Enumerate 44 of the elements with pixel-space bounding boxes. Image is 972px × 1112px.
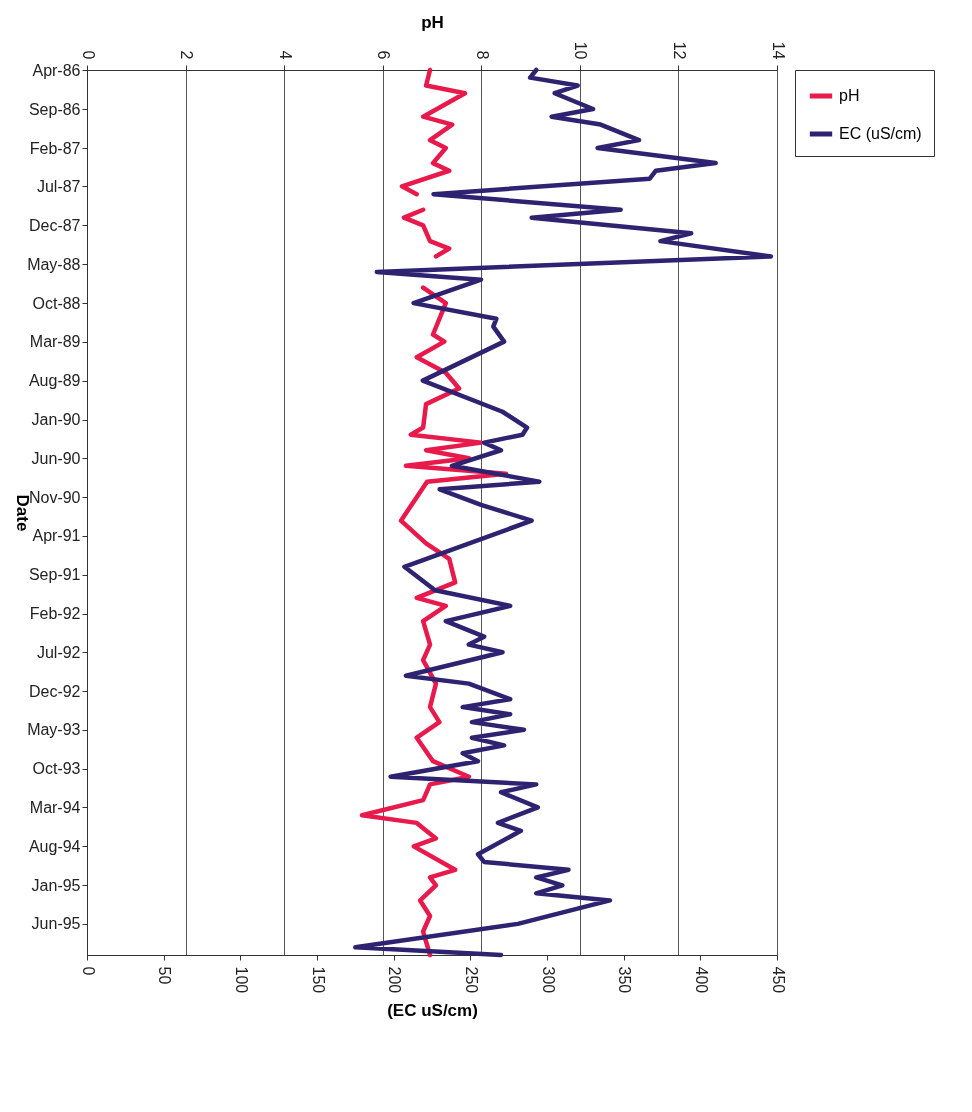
y-tick-label: Feb-92 bbox=[29, 605, 81, 623]
x-tick-label: 450 bbox=[769, 966, 787, 994]
y-tick-label: Dec-92 bbox=[28, 682, 81, 700]
y-tick-label: Jan-90 bbox=[31, 411, 81, 429]
x2-tick-label: 0 bbox=[79, 50, 97, 60]
x2-tick-label: 10 bbox=[572, 41, 590, 60]
y-tick-label: Dec-87 bbox=[28, 216, 81, 234]
y-tick-label: Mar-94 bbox=[29, 798, 81, 816]
y-tick-label: Apr-86 bbox=[32, 61, 81, 79]
x-axis-title: (EC uS/cm) bbox=[387, 1001, 478, 1021]
x2-tick-label: 12 bbox=[670, 41, 688, 60]
x-tick-label: 400 bbox=[692, 966, 710, 994]
x-tick-label: 300 bbox=[539, 966, 557, 994]
y-tick-label: Aug-89 bbox=[28, 372, 81, 390]
y-tick-label: Jan-95 bbox=[31, 876, 81, 894]
x-tick-label: 350 bbox=[616, 966, 634, 994]
x2-tick-label: 2 bbox=[178, 50, 196, 60]
y-tick-label: Oct-88 bbox=[32, 294, 81, 312]
x-tick-label: 250 bbox=[462, 966, 480, 994]
x2-tick-label: 4 bbox=[276, 50, 294, 60]
x-tick-label: 100 bbox=[232, 966, 250, 994]
x2-axis-title: pH bbox=[421, 12, 444, 32]
y-tick-label: Jul-92 bbox=[36, 643, 81, 661]
x-tick-label: 50 bbox=[156, 966, 174, 985]
legend-label: EC (uS/cm) bbox=[839, 125, 922, 142]
y-tick-label: Jun-90 bbox=[31, 449, 81, 467]
y-tick-label: Jul-87 bbox=[36, 177, 81, 195]
y-tick-label: Apr-91 bbox=[32, 527, 81, 545]
x2-tick-label: 8 bbox=[473, 50, 491, 60]
x2-tick-label: 6 bbox=[375, 50, 393, 60]
y-tick-label: May-93 bbox=[27, 721, 81, 739]
x-tick-label: 150 bbox=[309, 966, 327, 994]
legend-label: pH bbox=[839, 87, 860, 104]
y-tick-label: Oct-93 bbox=[32, 760, 81, 778]
y-tick-label: Mar-89 bbox=[29, 333, 81, 351]
y-tick-label: Sep-86 bbox=[28, 100, 81, 118]
y-tick-label: Jun-95 bbox=[31, 915, 81, 933]
y-tick-label: May-88 bbox=[27, 255, 81, 273]
x-tick-label: 0 bbox=[79, 966, 97, 976]
x-tick-label: 200 bbox=[386, 966, 404, 994]
y-tick-label: Feb-87 bbox=[29, 139, 81, 157]
y-tick-label: Aug-94 bbox=[28, 837, 81, 855]
y-tick-label: Sep-91 bbox=[28, 566, 81, 584]
x2-tick-label: 14 bbox=[769, 41, 787, 60]
